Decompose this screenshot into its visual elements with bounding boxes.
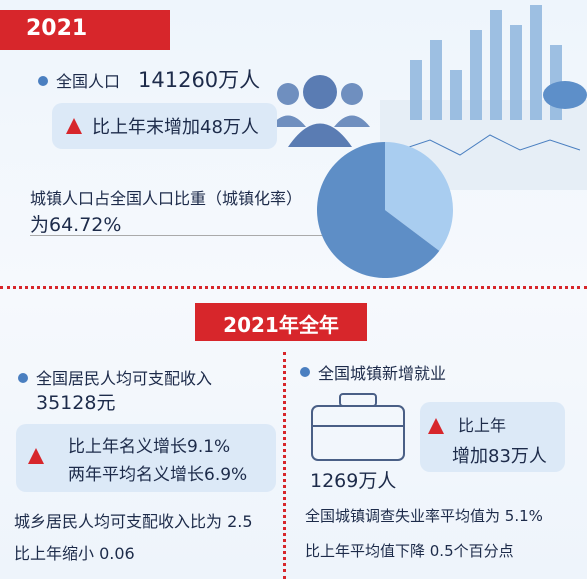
income-two-year: 两年平均名义增长6.9% — [68, 465, 248, 485]
section-badge — [195, 303, 367, 341]
income-ratio: 城乡居民人均可支配收入比为 2.5 — [14, 512, 253, 531]
bullet — [18, 373, 28, 383]
header-badge — [0, 10, 170, 50]
section-title: 2021年全年 — [223, 313, 339, 337]
urbanization-value: 为64.72% — [30, 214, 122, 236]
up-arrow — [66, 118, 82, 134]
pie — [317, 142, 453, 278]
up-arrow — [28, 448, 44, 464]
growth-box — [16, 424, 276, 492]
employment-label: 全国城镇新增就业 — [318, 364, 447, 383]
employment-change-1: 比上年 — [458, 416, 507, 435]
employment-value: 1269万人 — [310, 470, 397, 492]
divider — [0, 286, 587, 289]
employment-change-2: 增加83万人 — [452, 446, 547, 467]
people-icon — [270, 75, 370, 147]
urbanization-label: 城镇人口占全国人口比重（城镇化率） — [30, 189, 303, 208]
pie-slice — [317, 142, 440, 278]
income-ratio-change: 比上年缩小 0.06 — [14, 544, 135, 563]
population-value: 141260万人 — [138, 68, 261, 92]
bullet — [38, 76, 48, 86]
up-arrow — [428, 418, 444, 434]
pie-rest — [385, 142, 453, 251]
change-box — [52, 103, 277, 149]
income-value: 35128元 — [36, 392, 116, 414]
population-label: 全国人口 — [56, 72, 121, 91]
income-label: 全国居民人均可支配收入 — [36, 369, 213, 388]
unemployment-change: 比上年平均值下降 0.5个百分点 — [305, 542, 514, 560]
income-growth: 比上年名义增长9.1% — [68, 437, 231, 457]
briefcase-icon — [311, 393, 405, 461]
header-text: 2021 — [26, 16, 88, 41]
decor-chart — [380, 5, 587, 190]
divider-vertical — [283, 352, 286, 579]
unemployment: 全国城镇调查失业率平均值为 5.1% — [305, 507, 543, 525]
leader-line — [30, 235, 360, 236]
population-change: 比上年末增加48万人 — [92, 117, 259, 138]
bullet — [300, 367, 310, 377]
change-box — [420, 402, 565, 472]
